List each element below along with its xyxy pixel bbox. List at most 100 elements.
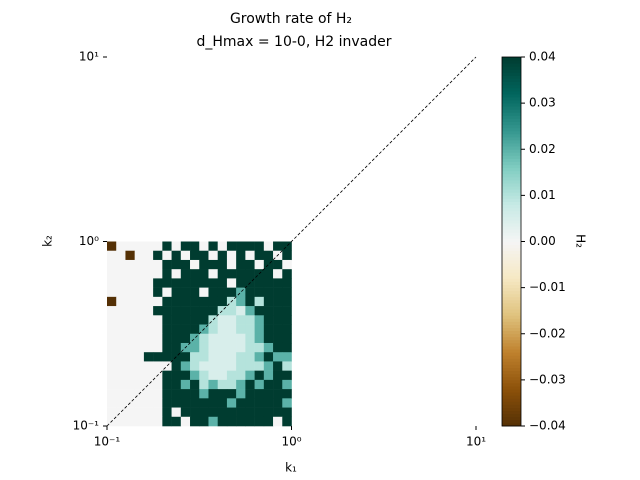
heatmap-cell bbox=[254, 324, 265, 335]
colorbar-segment bbox=[502, 216, 521, 221]
heatmap-cell bbox=[236, 370, 246, 381]
colorbar-segment bbox=[502, 219, 521, 224]
heatmap-cell bbox=[208, 389, 218, 399]
heatmap-cell bbox=[263, 278, 274, 288]
colorbar-segment bbox=[502, 266, 521, 270]
colorbar-segment bbox=[502, 235, 521, 239]
heatmap-cell bbox=[254, 296, 265, 307]
colorbar-tick-label: 0.01 bbox=[529, 188, 556, 202]
colorbar-segment bbox=[502, 352, 521, 356]
heatmap-cell bbox=[254, 259, 265, 270]
heatmap-cell bbox=[226, 389, 237, 399]
heatmap-cell bbox=[143, 398, 154, 408]
heatmap-cell bbox=[245, 306, 255, 316]
heatmap-cell bbox=[217, 370, 228, 381]
heatmap-cell bbox=[153, 278, 163, 288]
heatmap-cell bbox=[226, 352, 237, 362]
heatmap-cell bbox=[143, 352, 154, 362]
colorbar-segment bbox=[502, 364, 521, 368]
heatmap-cell bbox=[143, 389, 154, 399]
colorbar-segment bbox=[502, 379, 521, 384]
heatmap-cell bbox=[180, 370, 191, 381]
colorbar-segment bbox=[502, 170, 521, 175]
colorbar-segment bbox=[502, 106, 521, 110]
heatmap-cell bbox=[116, 398, 126, 408]
colorbar-segment bbox=[502, 419, 521, 424]
colorbar-segment bbox=[502, 355, 521, 359]
colorbar-segment bbox=[502, 293, 521, 298]
colorbar-segment bbox=[502, 312, 521, 316]
heatmap-cell bbox=[236, 315, 246, 325]
colorbar-segment bbox=[502, 198, 521, 202]
heatmap-cell bbox=[199, 379, 209, 390]
heatmap-cell bbox=[134, 269, 145, 279]
heatmap-cell bbox=[282, 315, 292, 325]
heatmap-cell bbox=[134, 352, 145, 362]
heatmap-cell bbox=[226, 407, 237, 418]
heatmap-cell bbox=[263, 333, 274, 344]
heatmap-cell bbox=[125, 342, 135, 353]
colorbar-segment bbox=[502, 407, 521, 412]
heatmap-cell bbox=[226, 315, 237, 325]
heatmap-cell bbox=[180, 389, 191, 399]
heatmap-cell bbox=[263, 370, 274, 381]
heatmap-cell bbox=[134, 259, 145, 270]
heatmap-cell bbox=[208, 370, 218, 381]
heatmap-cell bbox=[208, 416, 218, 427]
heatmap-cell bbox=[162, 370, 172, 381]
heatmap-cell bbox=[208, 278, 218, 288]
heatmap-cell bbox=[190, 342, 200, 353]
colorbar-segment bbox=[502, 241, 521, 245]
heatmap-cell bbox=[190, 259, 200, 270]
heatmap-cell bbox=[190, 296, 200, 307]
heatmap-cell bbox=[116, 278, 126, 288]
heatmap-cell bbox=[162, 407, 172, 418]
heatmap-cell bbox=[245, 259, 255, 270]
colorbar-segment bbox=[502, 189, 521, 193]
heatmap-cell bbox=[236, 361, 246, 371]
heatmap-cell bbox=[107, 278, 117, 288]
colorbar-segment bbox=[502, 299, 521, 304]
heatmap-cell bbox=[245, 407, 255, 418]
heatmap-cell bbox=[162, 296, 172, 307]
x-tick-label: 10⁻¹ bbox=[94, 435, 121, 449]
colorbar-segment bbox=[502, 180, 521, 184]
heatmap-cell bbox=[107, 259, 117, 270]
heatmap-cell bbox=[190, 306, 200, 316]
heatmap-cell bbox=[217, 269, 228, 279]
heatmap-cell bbox=[134, 241, 145, 252]
colorbar-segment bbox=[502, 75, 521, 79]
heatmap-cell bbox=[236, 342, 246, 353]
heatmap-cell bbox=[263, 379, 274, 390]
heatmap-cell bbox=[226, 333, 237, 344]
heatmap-cell bbox=[273, 389, 283, 399]
heatmap-cell bbox=[199, 352, 209, 362]
heatmap-cell bbox=[153, 352, 163, 362]
heatmap-cell bbox=[125, 296, 135, 307]
heatmap-cell bbox=[226, 259, 237, 270]
colorbar-tick-label: −0.02 bbox=[529, 326, 566, 340]
colorbar-segment bbox=[502, 87, 521, 92]
heatmap-cell bbox=[199, 361, 209, 371]
colorbar-segment bbox=[502, 201, 521, 205]
heatmap-cell bbox=[171, 416, 182, 427]
heatmap-cell bbox=[217, 241, 228, 252]
heatmap-cell bbox=[236, 333, 246, 344]
heatmap-cell bbox=[180, 398, 191, 408]
heatmap-cell bbox=[282, 278, 292, 288]
heatmap-cell bbox=[180, 278, 191, 288]
heatmap-cell bbox=[263, 398, 274, 408]
heatmap-cell bbox=[107, 296, 117, 307]
heatmap-cell bbox=[116, 407, 126, 418]
heatmap-cell bbox=[273, 269, 283, 279]
heatmap-cell bbox=[263, 269, 274, 279]
colorbar-segment bbox=[502, 229, 521, 233]
heatmap-cell bbox=[217, 389, 228, 399]
heatmap-cell bbox=[153, 416, 163, 427]
heatmap-cell bbox=[171, 333, 182, 344]
heatmap-cell bbox=[125, 379, 135, 390]
heatmap-cell bbox=[125, 389, 135, 399]
heatmap-cell bbox=[226, 287, 237, 298]
heatmap-cell bbox=[162, 389, 172, 399]
